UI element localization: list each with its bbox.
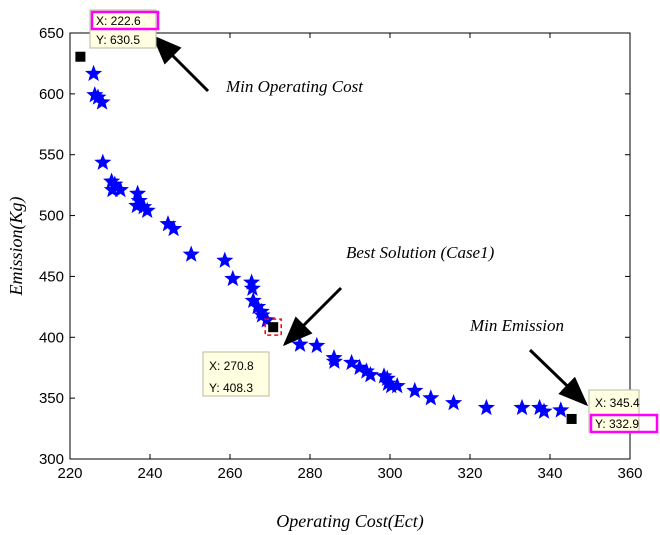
data-point <box>351 358 369 375</box>
x-tick-label: 220 <box>57 465 82 482</box>
data-point <box>94 153 112 170</box>
plot-area <box>70 33 630 459</box>
y-tick-label: 350 <box>39 390 64 407</box>
y-tick-label: 450 <box>39 268 64 285</box>
datatip-x-value: X: 345.4 <box>595 396 640 410</box>
datatip-y-value: Y: 408.3 <box>209 381 253 395</box>
data-point <box>325 352 343 369</box>
data-point <box>445 394 463 411</box>
axes <box>69 32 631 460</box>
data-point <box>422 389 440 406</box>
data-point <box>130 191 148 209</box>
data-point <box>111 181 129 198</box>
annotation-arrow-min-operating-cost <box>151 34 210 93</box>
datatip-min-emission[interactable]: X: 345.4 Y: 332.9 <box>566 389 659 434</box>
x-tick-label: 320 <box>457 465 482 482</box>
annotation-best-solution: Best Solution (Case1) <box>346 243 495 262</box>
x-tick-label: 340 <box>537 465 562 482</box>
data-point <box>361 366 379 383</box>
y-tick-label: 300 <box>39 451 64 468</box>
data-point <box>388 376 406 394</box>
data-point <box>531 398 549 416</box>
data-point <box>249 297 267 315</box>
datatip-layer[interactable]: X: 222.6 Y: 630.5 X: 270.8 Y: 408.3 X: 345.4… <box>75 9 659 434</box>
annotation-min-emission: Min Emission <box>469 316 564 335</box>
series-layer <box>85 64 570 419</box>
y-tick-label: 550 <box>39 147 64 164</box>
data-point <box>406 381 424 399</box>
datatip-box <box>202 351 270 397</box>
data-point <box>165 219 183 237</box>
data-point <box>477 398 495 416</box>
data-point <box>86 86 104 103</box>
data-point <box>535 402 553 419</box>
data-point <box>243 273 261 290</box>
data-point <box>182 245 200 262</box>
annotation-layer: Min Operating Cost Best Solution (Case1) M… <box>151 34 589 407</box>
data-point <box>224 269 242 287</box>
datatip-min-cost[interactable]: X: 222.6 Y: 630.5 <box>75 9 160 62</box>
datatip-marker <box>566 413 577 424</box>
data-point <box>357 362 375 379</box>
data-point <box>552 401 570 418</box>
y-tick-label: 400 <box>39 329 64 346</box>
datatip-y-value: Y: 630.5 <box>96 33 140 47</box>
datatip-highlight <box>90 10 160 31</box>
data-point <box>159 215 177 232</box>
x-tick-label: 240 <box>137 465 162 482</box>
data-point <box>135 198 153 215</box>
x-axis-title: Operating Cost(Ect) <box>276 511 423 532</box>
annotation-arrow-best-solution <box>282 286 343 347</box>
x-tick-label: 300 <box>377 465 402 482</box>
tick-layer: 220 240 260 280 300 320 340 360 300 350 400 450 500 5… <box>39 25 643 482</box>
datatip-box <box>588 389 640 433</box>
data-point <box>308 336 326 354</box>
data-point <box>93 93 111 110</box>
data-point <box>103 172 121 189</box>
datatip-x-value: X: 270.8 <box>209 359 254 373</box>
data-point <box>138 201 156 218</box>
datatip-best[interactable]: X: 270.8 Y: 408.3 <box>202 318 282 397</box>
data-point <box>243 279 261 296</box>
y-tick-label: 500 <box>39 208 64 225</box>
x-tick-label: 360 <box>617 465 642 482</box>
data-point <box>85 64 103 82</box>
datatip-marker <box>268 322 279 333</box>
data-point <box>129 184 147 201</box>
data-point <box>375 367 393 384</box>
data-point <box>89 88 107 105</box>
annotation-min-operating-cost: Min Operating Cost <box>225 77 364 96</box>
datatip-y-value: Y: 332.9 <box>595 417 639 431</box>
data-point <box>343 353 361 371</box>
selection-marker <box>264 318 282 336</box>
axes-box <box>69 32 631 460</box>
x-tick-label: 280 <box>297 465 322 482</box>
x-tick-label: 260 <box>217 465 242 482</box>
data-point <box>253 306 271 323</box>
data-point <box>379 374 397 391</box>
datatip-x-value: X: 222.6 <box>96 14 141 28</box>
annotation-arrow-min-emission <box>528 348 589 407</box>
datatip-marker <box>75 51 86 62</box>
data-point <box>216 251 234 268</box>
y-tick-label: 600 <box>39 86 64 103</box>
data-point <box>244 291 262 309</box>
datatip-highlight <box>589 413 659 434</box>
data-point <box>513 398 531 416</box>
data-point <box>106 175 124 192</box>
y-tick-label: 650 <box>39 25 64 42</box>
y-axis-title: Emission(Kg) <box>6 196 27 296</box>
